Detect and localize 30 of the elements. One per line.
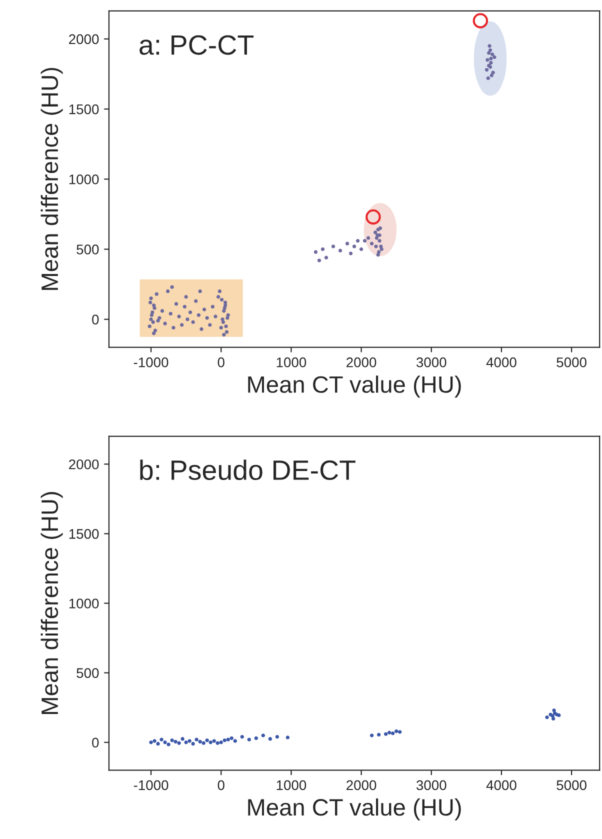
x-tick-label: 0 (218, 357, 224, 368)
y-tick-label: 1500 (69, 104, 99, 114)
y-tick-label: 500 (76, 668, 99, 678)
x-tick-label: 3000 (416, 357, 446, 368)
x-tick-label: 5000 (556, 357, 586, 368)
y-tick-label: 500 (76, 244, 99, 254)
text: b: Pseudo DE-CT (140, 460, 356, 480)
x-axis-title: Mean CT value (HU) (248, 376, 461, 398)
y-tick-label: 1500 (69, 529, 99, 539)
y-tick-label: 1000 (69, 174, 99, 184)
text: a: PC-CT (140, 35, 254, 55)
x-tick-label: 1000 (276, 357, 306, 368)
y-tick-label: 2000 (69, 34, 99, 44)
x-tick-label: 2000 (346, 780, 376, 790)
x-tick-label: 4000 (486, 780, 516, 790)
x-tick-label: -1000 (134, 780, 168, 790)
x-tick-label: 0 (218, 780, 224, 790)
x-tick-label: 1000 (276, 780, 306, 790)
x-axis-title: Mean CT value (HU) (248, 798, 461, 820)
y-tick-label: 0 (92, 738, 99, 748)
y-tick-label: 0 (92, 314, 99, 324)
y-axis-title: Mean difference (HU) (40, 68, 63, 290)
x-tick-label: 5000 (556, 780, 586, 790)
x-tick-label: 3000 (416, 780, 446, 790)
y-tick-label: 2000 (69, 459, 99, 470)
x-tick-label: 2000 (346, 357, 376, 368)
y-tick-label: 1000 (69, 598, 99, 608)
x-tick-label: -1000 (134, 357, 168, 368)
y-axis-title: Mean difference (HU) (40, 492, 63, 714)
x-tick-label: 4000 (486, 357, 516, 368)
